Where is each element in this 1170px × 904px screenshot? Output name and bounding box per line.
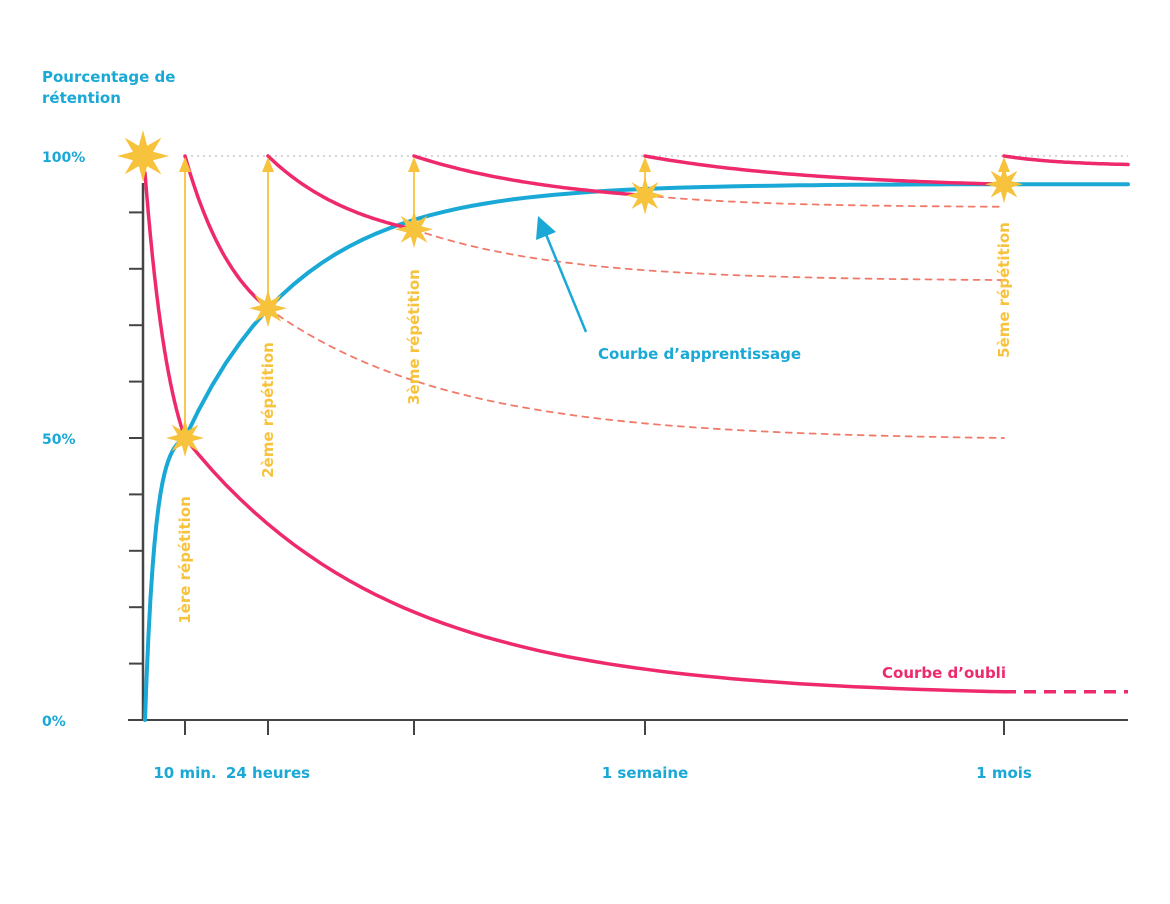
x-tick-label: 24 heures	[226, 764, 310, 782]
x-tick-label: 10 min.	[153, 764, 216, 782]
repetition-label: 5ème répétition	[995, 222, 1013, 358]
arrow-head-icon	[408, 157, 420, 172]
learning-curve-label: Courbe d’apprentissage	[598, 345, 801, 363]
arrow-head-icon	[536, 216, 556, 240]
start-star-icon	[117, 130, 169, 182]
x-tick-label: 1 semaine	[602, 764, 689, 782]
forgetting-curve-segment	[266, 154, 416, 232]
learning-curve-segment	[183, 182, 1006, 440]
forgetting-curve-segment	[183, 154, 270, 311]
forgetting-curve-segment	[643, 154, 1006, 186]
y-axis-title-line2: rétention	[42, 89, 121, 107]
y-tick-label: 0%	[42, 714, 66, 730]
forgetting-curve-segment	[183, 436, 1006, 694]
repetition-star-icon	[395, 210, 433, 249]
repetition-label: 1ère répétition	[176, 496, 194, 624]
forgetting-curve-segment	[1002, 154, 1130, 167]
arrow-head-icon	[998, 157, 1010, 172]
forgetting-curve-label: Courbe d’oubli	[882, 664, 1006, 682]
forgetting-curve-segment	[412, 154, 647, 198]
repetition-star-icon	[985, 165, 1023, 204]
repetition-star-icon	[249, 289, 287, 328]
repetition-label: 3ème répétition	[405, 269, 423, 405]
forgetting-curve-segment	[267, 307, 1005, 439]
y-tick-label: 50%	[42, 432, 76, 448]
forgetting-curve-segment	[644, 194, 1005, 208]
repetition-label: 2ème répétition	[259, 342, 277, 478]
repetition-star-icon	[626, 176, 664, 215]
forgetting-curve-segment	[413, 228, 1005, 282]
arrow-head-icon	[262, 157, 274, 172]
forgetting-curve-segment	[143, 171, 187, 440]
arrow-head-icon	[179, 157, 191, 172]
learning-pointer-arrow	[543, 231, 588, 333]
arrow-head-icon	[639, 157, 651, 172]
x-tick-label: 1 mois	[976, 764, 1032, 782]
repetition-star-icon	[166, 419, 204, 457]
y-axis-title-line1: Pourcentage de	[42, 68, 175, 86]
y-tick-label: 100%	[42, 150, 85, 166]
